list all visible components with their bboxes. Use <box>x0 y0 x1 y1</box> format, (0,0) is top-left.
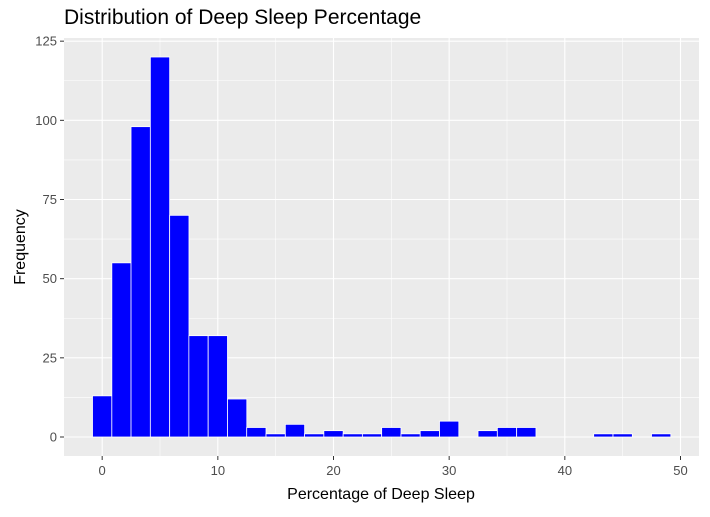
histogram-bar <box>361 433 383 438</box>
y-tick-label: 25 <box>43 350 57 365</box>
histogram-bar <box>207 335 228 438</box>
histogram-bar <box>651 433 672 438</box>
histogram-bar <box>593 433 614 438</box>
chart-title: Distribution of Deep Sleep Percentage <box>64 6 422 29</box>
y-axis-title: Frequency <box>12 209 29 285</box>
x-tick-label: 0 <box>99 463 106 478</box>
histogram-bar <box>188 335 209 438</box>
histogram-bar <box>419 430 440 438</box>
y-tick-label: 100 <box>35 113 57 128</box>
x-axis-title: Percentage of Deep Sleep <box>287 486 475 503</box>
x-tick-label: 10 <box>211 463 225 478</box>
x-tick-label: 50 <box>673 463 687 478</box>
histogram-bar <box>477 430 498 438</box>
y-tick-label: 125 <box>35 34 57 49</box>
histogram-bar <box>92 395 113 438</box>
x-tick-label: 30 <box>442 463 456 478</box>
y-tick-label: 50 <box>43 271 57 286</box>
axis-layer: 0 10 20 30 40 50 0 25 50 75 100 125 <box>35 34 687 478</box>
histogram-bar <box>265 433 286 438</box>
histogram-bar <box>400 433 421 438</box>
y-tick-label: 75 <box>43 192 57 207</box>
histogram-bar <box>496 427 518 438</box>
histogram-bar <box>516 427 537 438</box>
histogram-bar <box>130 126 151 438</box>
histogram-bar <box>111 262 132 438</box>
histogram-bar <box>304 433 325 438</box>
histogram-bar <box>246 427 267 438</box>
histogram-bar <box>149 56 171 438</box>
histogram-bar <box>284 423 306 438</box>
x-tick-label: 40 <box>558 463 572 478</box>
histogram-bar <box>323 430 344 438</box>
histogram-bar <box>381 427 402 438</box>
histogram-bar <box>227 398 248 438</box>
histogram-bar <box>612 433 633 438</box>
x-tick-label: 20 <box>326 463 340 478</box>
histogram-bar <box>169 214 190 438</box>
histogram-bar <box>439 420 460 438</box>
y-tick-label: 0 <box>50 430 57 445</box>
histogram-bar <box>342 433 363 438</box>
bars-layer <box>92 56 672 438</box>
